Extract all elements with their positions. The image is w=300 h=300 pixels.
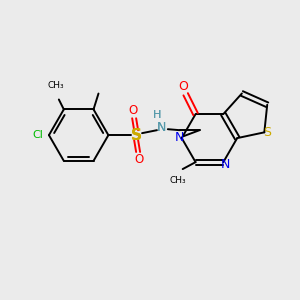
Text: N: N	[157, 121, 167, 134]
Text: S: S	[130, 128, 142, 142]
Text: H: H	[153, 110, 161, 120]
Text: O: O	[134, 153, 144, 167]
Text: Cl: Cl	[32, 130, 43, 140]
Text: CH₃: CH₃	[169, 176, 186, 185]
Text: CH₃: CH₃	[48, 81, 64, 90]
Text: S: S	[263, 126, 271, 139]
Text: N: N	[157, 121, 167, 134]
Text: N: N	[175, 130, 184, 144]
Text: N: N	[220, 158, 230, 171]
Text: O: O	[128, 104, 138, 117]
Text: O: O	[179, 80, 189, 93]
Text: S: S	[130, 128, 142, 142]
Text: H: H	[153, 110, 161, 120]
